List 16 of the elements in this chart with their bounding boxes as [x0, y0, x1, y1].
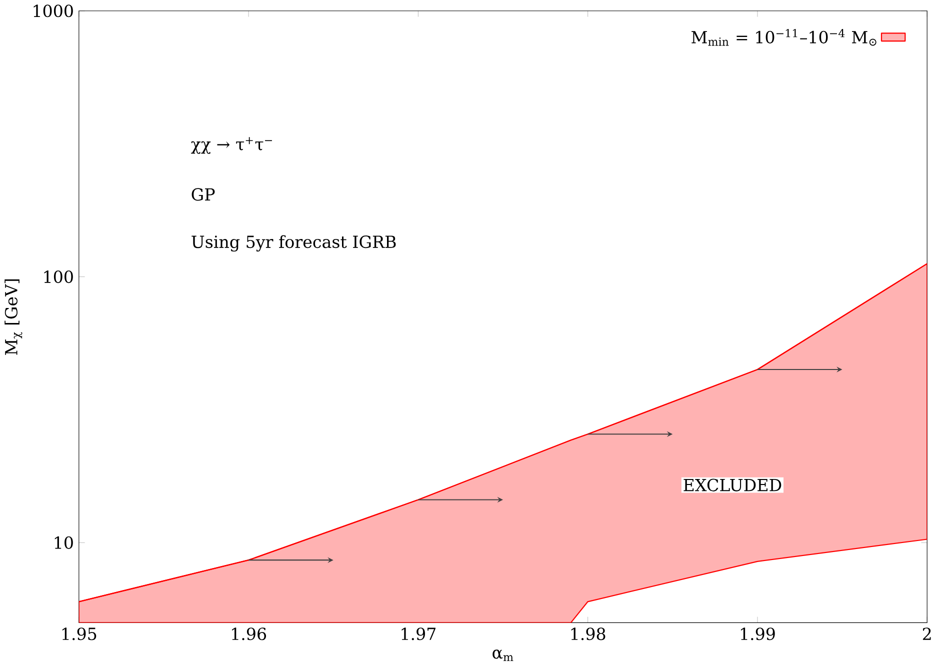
x-tick-label: 1.97: [402, 628, 436, 640]
x-tick-label: 1.98: [571, 628, 606, 640]
x-tick-label: 1.96: [232, 628, 266, 640]
legend-label: M$_{min}$ = 10$^{−11}$–10$^{−4}$ M$_{⊙}$: [692, 29, 876, 46]
x-tick-label: 2: [922, 628, 931, 640]
y-tick-label: 100: [44, 270, 73, 284]
y-tick-label: 1000: [34, 4, 73, 18]
annotation: Using 5yr forecast IGRB: [192, 235, 396, 252]
x-tick-label: 1.95: [62, 628, 96, 640]
y-tick-label: 10: [54, 536, 73, 550]
annotation: χχ → τ$^{+}$τ$^{−}$: [191, 137, 272, 154]
x-axis-title: α$_{m}$: [492, 650, 514, 662]
annotation: EXCLUDED: [684, 478, 782, 492]
x-tick-label: 1.99: [740, 628, 775, 640]
y-axis-title: M$_{χ}$ [GeV]: [4, 279, 22, 356]
annotation: GP: [192, 188, 215, 201]
